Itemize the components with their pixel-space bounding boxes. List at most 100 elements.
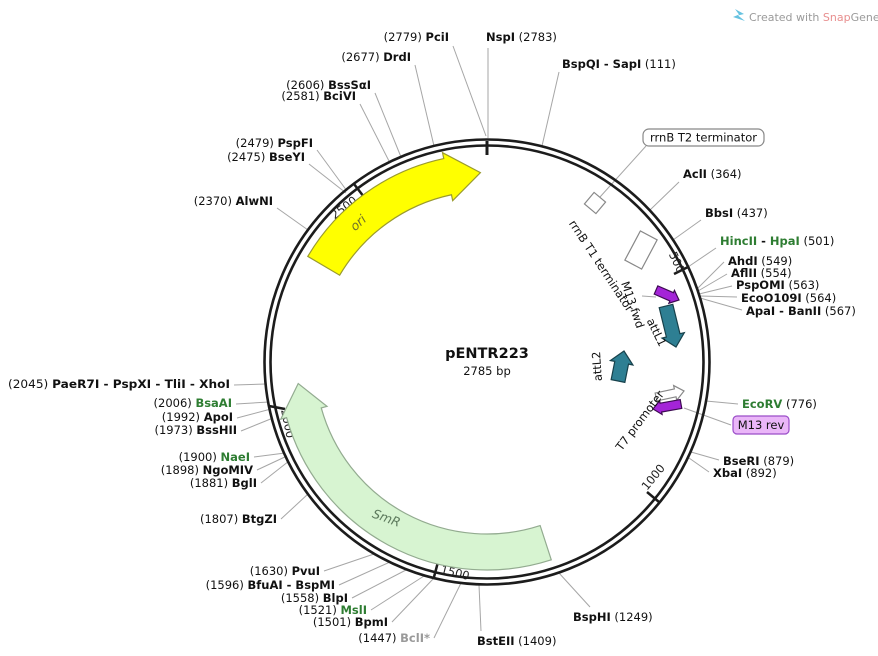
t7-promoter-label: T7 promoter (612, 388, 667, 454)
rrnb-t2-terminator-tag-box (642, 128, 765, 147)
plasmid-size: 2785 bp (463, 364, 511, 378)
callout-line (370, 575, 425, 611)
restriction-site-label: BspHI (1249) (573, 610, 653, 624)
callout-line (649, 181, 680, 211)
callout-line (699, 295, 738, 298)
watermark-text: Created with SnapGene® (749, 10, 878, 24)
restriction-site-label: BspQI - SapI (111) (562, 57, 676, 71)
feature-smr (279, 382, 553, 571)
restriction-site-label: (2779) PciI (384, 30, 449, 44)
plasmid-backbone-circle (263, 138, 711, 586)
restriction-site-label: (2006) BsaAI (154, 396, 232, 410)
restriction-site-label: AhdI (549) (728, 254, 792, 268)
callout-line (687, 247, 717, 268)
restriction-site-label: (2370) AlwNI (194, 194, 273, 208)
callout-line (236, 408, 272, 419)
restriction-site-label: (1992) ApoI (162, 410, 233, 424)
restriction-site-label: (2479) PspFI (236, 136, 313, 150)
attl2-label: attL2 (589, 351, 605, 382)
callout-line (338, 561, 391, 586)
restriction-site-label: (1973) BssHII (154, 423, 237, 437)
restriction-site-label: BstEII (1409) (477, 634, 556, 648)
rrnb-t2-terminator-tag-text: rrnB T2 terminator (650, 131, 757, 145)
restriction-site-label: XbaI (892) (713, 466, 777, 480)
feature-attl2 (608, 350, 635, 384)
feature-t7-promoter (654, 384, 685, 402)
callout-line (374, 92, 402, 158)
tick-mark (268, 404, 286, 411)
plasmid-map-generated: 5001000150020002500oriSmRrrnB T1 termina… (8, 30, 856, 648)
callout-line (316, 149, 348, 192)
callout-line (323, 553, 375, 572)
callout-line (683, 407, 732, 426)
restriction-site-label: (1501) BpmI (313, 615, 388, 629)
feature-m13-rev (652, 398, 683, 416)
callout-line (599, 145, 647, 198)
callout-line (641, 295, 657, 298)
restriction-site-label: (2581) BciVI (281, 89, 356, 103)
callout-line (699, 297, 743, 311)
callout-line (690, 451, 720, 461)
callout-line (478, 584, 482, 632)
callout-line (433, 582, 462, 639)
restriction-site-label: (1900) NaeI (179, 450, 250, 464)
restriction-site-label: (2677) DrdI (341, 50, 411, 64)
restriction-site-label: EcoRV (776) (742, 397, 817, 411)
restriction-site-label: AflII (554) (731, 266, 792, 280)
watermark: Created with SnapGene® (733, 9, 878, 24)
callout-line (308, 163, 347, 194)
callout-line (280, 493, 309, 520)
feature-ori (306, 151, 482, 277)
callout-line (359, 103, 391, 164)
callout-line (541, 71, 560, 147)
feature-m13-fwd (653, 285, 680, 305)
callout-line (672, 219, 702, 241)
restriction-site-label: BbsI (437) (705, 206, 768, 220)
callout-line (452, 45, 487, 137)
callout-line (705, 400, 739, 405)
callout-line (696, 261, 725, 290)
feature-attl1 (658, 303, 686, 348)
restriction-site-label: (1596) BfuAI - BspMI (206, 578, 335, 592)
m13-rev-tag-box (732, 415, 790, 435)
restriction-site-label: HincII - HpaI (501) (720, 234, 834, 248)
callout-line (351, 569, 407, 599)
rrnb-t2-terminator-glyph (583, 191, 607, 215)
restriction-site-label: EcoO109I (564) (741, 291, 836, 305)
callout-line (253, 452, 286, 458)
callout-line (558, 572, 591, 608)
rrnb-t1-terminator-glyph (624, 230, 658, 270)
callout-line (414, 64, 435, 147)
restriction-site-label: (2475) BseYI (227, 150, 305, 164)
restriction-site-label: NspI (2783) (486, 30, 557, 44)
callout-line (260, 460, 290, 484)
callout-line (391, 577, 435, 623)
callout-line (688, 457, 710, 473)
restriction-site-label: (2606) BssSαI (286, 78, 371, 92)
callout-line (233, 383, 267, 386)
restriction-site-label: (2045) PaeR7I - PspXI - TliI - XhoI (8, 377, 230, 391)
callout-line (240, 417, 274, 432)
callout-line (698, 285, 733, 295)
restriction-site-label: (1447) BclI* (358, 631, 430, 645)
tick-mark (673, 265, 689, 276)
restriction-site-label: (1558) BlpI (281, 591, 348, 605)
snapgene-logo-icon (733, 9, 745, 21)
restriction-site-label: BseRI (879) (723, 454, 794, 468)
restriction-site-label: AclI (364) (683, 167, 742, 181)
restriction-site-label: (1807) BtgZI (200, 512, 277, 526)
callout-line (256, 455, 288, 471)
tick-mark (646, 491, 660, 503)
restriction-site-label: (1630) PvuI (250, 564, 320, 578)
restriction-site-label: PspOMI (563) (736, 278, 819, 292)
restriction-site-label: ApaI - BanII (567) (746, 304, 856, 318)
restriction-site-label: (1521) MslI (299, 603, 367, 617)
callout-line (697, 273, 728, 292)
m13-rev-tag-text: M13 rev (738, 418, 785, 432)
restriction-site-label: (1881) BglI (190, 476, 257, 490)
plasmid-name: pENTR223 (445, 346, 529, 362)
restriction-site-label: (1898) NgoMIV (161, 463, 253, 477)
callout-line (276, 207, 309, 231)
